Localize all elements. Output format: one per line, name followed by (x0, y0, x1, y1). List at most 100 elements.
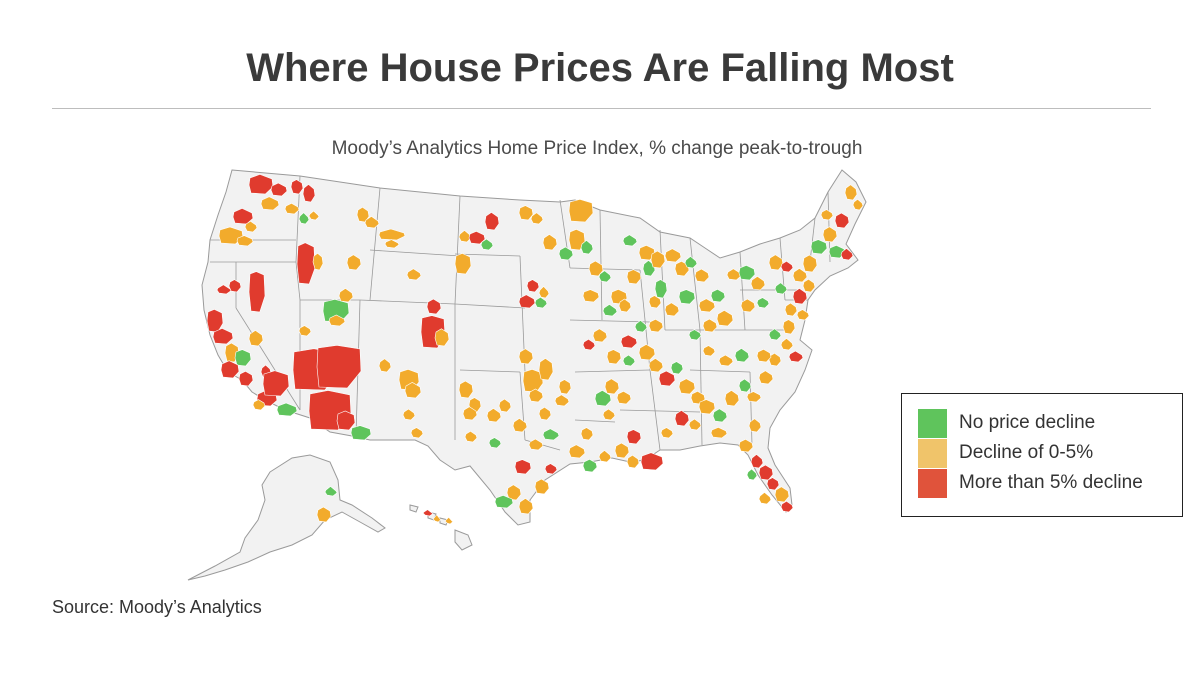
metro-severe-decline (840, 248, 854, 261)
metro-moderate-decline (522, 368, 544, 393)
metro-severe-decline (296, 242, 316, 285)
metro-moderate-decline (542, 234, 558, 251)
metro-severe-decline (422, 509, 434, 517)
hawaii-big-island-outline (454, 529, 473, 551)
metro-severe-decline (626, 429, 642, 445)
metro-moderate-decline (554, 394, 570, 407)
metro-moderate-decline (444, 516, 454, 525)
metro-moderate-decline (384, 239, 400, 249)
metro-moderate-decline (702, 345, 716, 357)
legend-swatch (918, 408, 947, 438)
state-border-line (454, 303, 526, 309)
metro-moderate-decline (602, 408, 616, 421)
metro-moderate-decline (378, 228, 406, 241)
metro-no-decline (350, 425, 372, 441)
metro-severe-decline (544, 463, 558, 475)
metro-moderate-decline (338, 288, 354, 303)
metro-severe-decline (232, 208, 254, 225)
metro-no-decline (602, 304, 618, 317)
metro-moderate-decline (538, 406, 552, 421)
metro-moderate-decline (346, 254, 362, 271)
metro-severe-decline (518, 294, 536, 309)
metro-severe-decline (514, 459, 532, 475)
legend-item-severe-decline: More than 5% decline (918, 468, 1143, 498)
metro-no-decline (688, 329, 702, 341)
metro-severe-decline (302, 184, 316, 203)
metro-moderate-decline (260, 196, 280, 211)
metro-moderate-decline (506, 484, 522, 501)
metro-moderate-decline (638, 344, 656, 361)
metro-no-decline (494, 494, 514, 509)
metro-moderate-decline (698, 399, 716, 415)
state-border-line (235, 307, 301, 411)
metro-moderate-decline (660, 427, 674, 439)
metro-moderate-decline (782, 319, 796, 335)
metro-moderate-decline (820, 209, 834, 221)
metro-moderate-decline (458, 380, 474, 399)
metro-no-decline (768, 328, 782, 341)
metro-moderate-decline (432, 514, 442, 523)
metro-moderate-decline (518, 498, 534, 515)
metro-moderate-decline (316, 506, 332, 523)
metro-moderate-decline (606, 349, 622, 365)
metro-moderate-decline (784, 302, 798, 317)
metro-moderate-decline (328, 314, 346, 327)
metro-moderate-decline (538, 285, 550, 299)
metro-moderate-decline (698, 298, 716, 313)
metro-moderate-decline (618, 298, 632, 313)
state-border-line (574, 369, 651, 373)
metro-no-decline (298, 212, 310, 225)
metro-moderate-decline (598, 450, 612, 463)
metro-moderate-decline (558, 379, 572, 395)
metro-no-decline (810, 239, 828, 255)
state-border-line (619, 409, 701, 413)
metro-severe-decline (212, 328, 234, 345)
metro-moderate-decline (702, 318, 718, 333)
alaska-outline (187, 454, 386, 581)
state-border-line (459, 369, 521, 373)
metro-severe-decline (262, 370, 290, 397)
chart-subtitle: Moody’s Analytics Home Price Index, % ch… (331, 138, 863, 159)
metro-moderate-decline (746, 391, 762, 403)
metro-no-decline (582, 458, 598, 473)
metro-moderate-decline (694, 268, 710, 283)
metro-moderate-decline (464, 430, 478, 443)
state-border-line (454, 253, 521, 257)
metro-moderate-decline (758, 492, 772, 505)
metro-severe-decline (792, 288, 808, 305)
metro-moderate-decline (724, 390, 740, 407)
metro-severe-decline (780, 500, 794, 513)
metro-moderate-decline (604, 378, 620, 395)
metro-moderate-decline (774, 486, 790, 503)
metro-moderate-decline (664, 302, 680, 317)
metro-moderate-decline (462, 406, 478, 421)
metro-moderate-decline (768, 254, 784, 271)
metro-no-decline (634, 320, 648, 333)
metro-moderate-decline (406, 268, 422, 281)
metro-severe-decline (216, 284, 232, 295)
metro-severe-decline (766, 477, 780, 491)
metro-no-decline (542, 428, 560, 441)
metro-no-decline (746, 468, 758, 481)
metro-moderate-decline (792, 268, 808, 283)
state-border-line (699, 329, 703, 446)
state-border-line (454, 195, 461, 305)
metro-no-decline (756, 297, 770, 309)
metro-severe-decline (290, 179, 304, 195)
metro-moderate-decline (844, 184, 858, 201)
metro-no-decline (684, 256, 698, 269)
legend-label: No price decline (959, 412, 1096, 433)
metro-moderate-decline (758, 370, 774, 385)
metro-moderate-decline (518, 348, 534, 365)
metro-severe-decline (834, 212, 850, 229)
metro-no-decline (488, 437, 502, 449)
metro-severe-decline (270, 182, 288, 197)
metro-no-decline (678, 289, 696, 305)
metro-moderate-decline (648, 295, 662, 309)
metro-severe-decline (526, 279, 540, 293)
map-legend: No price decline Decline of 0-5% More th… (901, 393, 1183, 517)
metro-moderate-decline (716, 310, 734, 327)
metro-severe-decline (336, 410, 356, 431)
metro-no-decline (622, 354, 636, 367)
